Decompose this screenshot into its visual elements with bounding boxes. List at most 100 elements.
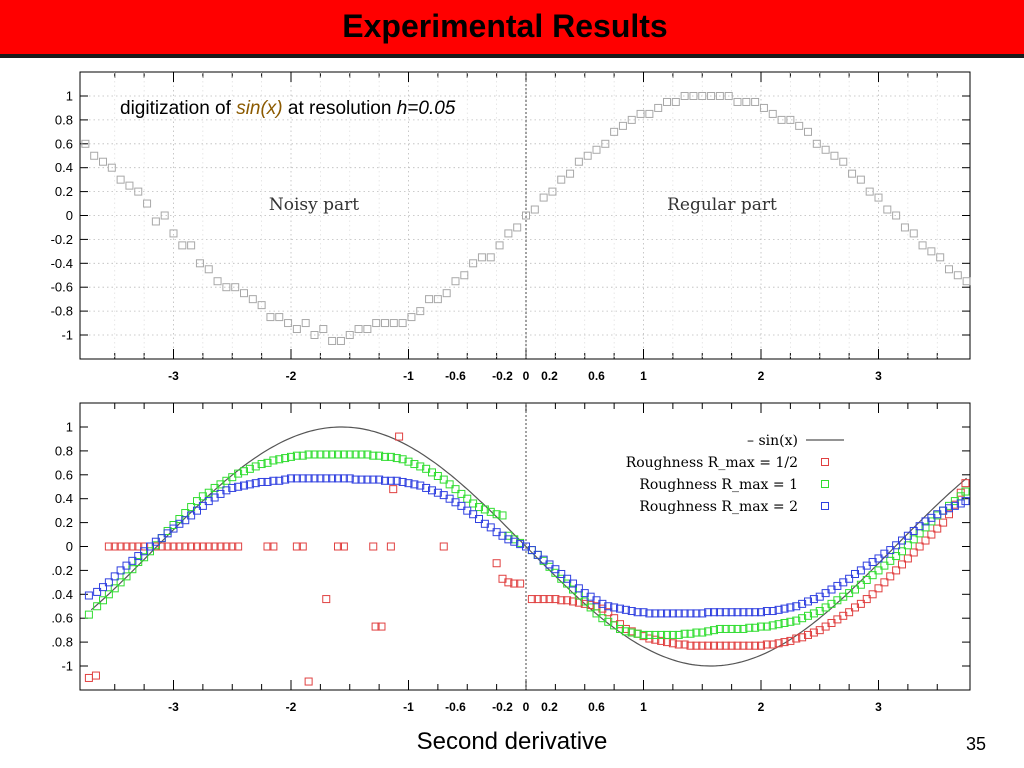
data-point-series-3: [351, 475, 360, 484]
data-point-series-2: [792, 616, 801, 625]
data-point-series-1: [727, 641, 736, 650]
data-point-series-1: [439, 542, 448, 551]
data-point: [495, 241, 504, 250]
data-point: [724, 92, 733, 100]
data-point-series-2: [457, 489, 466, 498]
data-point-series-1: [140, 542, 149, 551]
data-point-series-3: [909, 526, 918, 535]
data-point-series-2: [245, 464, 254, 473]
page-number: 35: [965, 734, 986, 754]
data-point-series-1: [157, 542, 166, 551]
data-point: [680, 92, 689, 100]
x-tick-label: 1: [640, 369, 647, 383]
data-point-series-3: [945, 504, 953, 513]
data-point-series-3: [892, 541, 901, 550]
data-point-series-3: [110, 572, 119, 581]
data-point: [301, 319, 310, 328]
data-point-series-3: [574, 584, 583, 593]
data-point-series-3: [416, 481, 425, 490]
data-point-series-2: [627, 628, 636, 637]
data-point-series-1: [774, 639, 783, 648]
data-point-series-3: [939, 506, 948, 515]
data-point-series-3: [93, 587, 102, 596]
data-point-series-2: [657, 630, 666, 639]
data-point-series-2: [809, 609, 818, 618]
data-point: [821, 145, 830, 154]
data-point-series-1: [539, 595, 548, 604]
data-point: [539, 193, 548, 202]
data-point-series-2: [480, 505, 489, 514]
data-point-series-1: [504, 578, 513, 587]
data-point: [486, 253, 495, 262]
data-point-series-3: [281, 475, 290, 484]
data-point-series-3: [721, 608, 730, 617]
legend-entry-curve: – sin(x): [747, 433, 798, 449]
data-point-series-2: [557, 574, 566, 583]
data-point: [715, 92, 724, 100]
y-tick-label: 0.8: [55, 443, 73, 458]
data-point-series-2: [410, 460, 419, 469]
bottom-plot: 1 0.8 0.6 0.4 0.2 0 .0.2 .0.4 .0.6 .0.8 -1 -3 -2 -1 -0…: [51, 402, 971, 714]
data-point: [918, 241, 927, 250]
data-point: [707, 92, 716, 100]
data-point-series-2: [898, 547, 906, 556]
x-tick-label: -2: [286, 369, 297, 383]
x-tick-label: 2: [758, 700, 765, 714]
x-tick-label: -0.2: [492, 369, 513, 383]
data-point: [151, 217, 160, 226]
data-point: [504, 229, 513, 238]
data-point: [751, 97, 760, 106]
data-point-series-3: [251, 479, 260, 488]
data-point-series-1: [110, 542, 119, 551]
data-point: [125, 181, 134, 190]
data-point: [513, 223, 522, 232]
data-point-series-2: [122, 572, 131, 581]
data-point-series-2: [84, 610, 93, 619]
data-point: [909, 229, 918, 238]
data-point: [222, 283, 231, 292]
data-point-series-1: [939, 518, 948, 527]
data-point-series-1: [780, 638, 789, 647]
data-point-series-1: [292, 542, 301, 551]
data-point-series-3: [157, 534, 166, 543]
y-tick-label: 0.4: [55, 160, 73, 175]
data-point-series-3: [598, 599, 607, 608]
data-point: [953, 271, 962, 280]
data-point-series-2: [751, 623, 760, 632]
data-point-series-1: [804, 630, 812, 639]
data-point-series-1: [369, 542, 378, 551]
data-point-series-2: [257, 460, 266, 469]
data-point-series-1: [898, 560, 906, 569]
data-point-series-3: [193, 506, 201, 515]
data-point-series-3: [375, 475, 384, 484]
data-point-series-3: [915, 522, 924, 531]
legend-swatch-series-2: [821, 480, 829, 488]
data-point-series-2: [204, 488, 213, 497]
data-point: [284, 319, 293, 328]
data-point: [231, 283, 240, 292]
data-point-series-1: [557, 596, 566, 605]
x-tick-label: -1: [403, 700, 414, 714]
data-point-series-3: [610, 603, 619, 612]
data-point: [759, 103, 768, 112]
data-point: [178, 241, 187, 250]
data-point-series-2: [698, 628, 707, 637]
data-point-series-2: [175, 515, 184, 524]
data-point-series-2: [961, 487, 970, 496]
data-point-series-1: [862, 595, 871, 604]
data-point-series-2: [357, 450, 366, 459]
data-point-series-2: [580, 597, 589, 606]
data-point: [363, 325, 372, 334]
legend-entry-series-1: Roughness R_max = 1/2: [626, 455, 798, 471]
data-point-series-2: [563, 579, 572, 588]
data-point-series-1: [721, 641, 730, 650]
data-point-series-3: [539, 555, 548, 564]
data-point-series-2: [880, 561, 889, 570]
x-tick-label: 0: [523, 369, 530, 383]
x-tick-label: -3: [168, 700, 179, 714]
data-point-series-2: [99, 596, 107, 605]
data-point-series-3: [704, 608, 713, 617]
data-point-series-2: [621, 627, 630, 636]
data-point-series-3: [263, 477, 272, 486]
data-point-series-3: [240, 481, 248, 490]
